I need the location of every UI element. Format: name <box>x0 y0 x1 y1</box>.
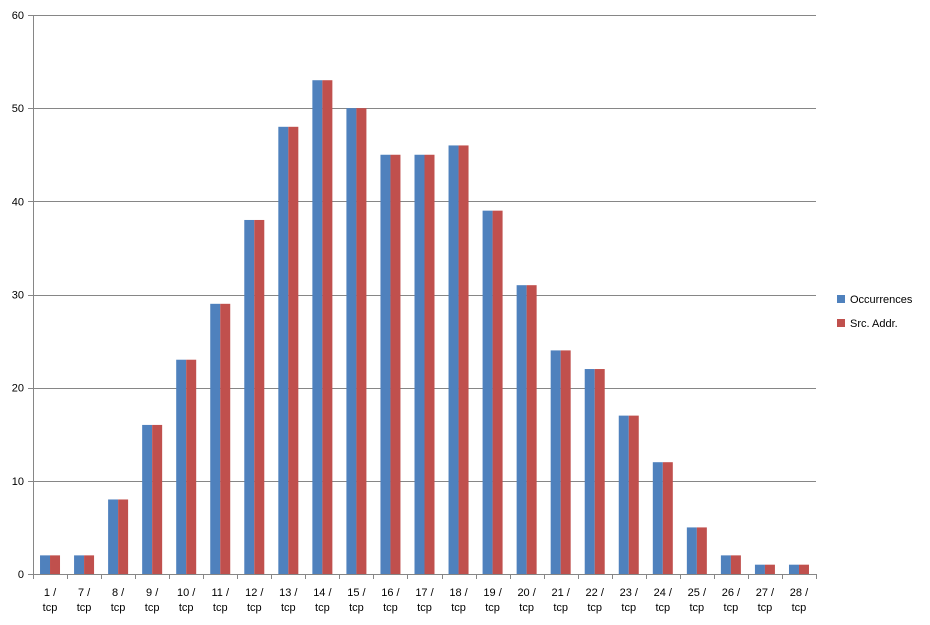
bar-occurrences <box>686 527 697 574</box>
x-tick-label: 20 /tcp <box>517 587 536 614</box>
bar-src-addr <box>526 285 537 574</box>
x-axis-ticks: 1 /tcp 7 /tcp 8 /tcp 9 /tcp 10 /tcp 11 /tcp 12… <box>33 574 817 614</box>
x-tick-label: 14 /tcp <box>313 587 332 614</box>
axes <box>33 15 816 575</box>
y-tick-label: 40 <box>12 196 24 208</box>
y-tick-label: 60 <box>12 10 24 22</box>
bar-occurrences <box>312 80 323 574</box>
legend-label: Occurrences <box>850 294 913 306</box>
legend: Occurrences Src. Addr. <box>837 294 913 330</box>
y-tick-label: 0 <box>18 569 24 581</box>
bar-occurrences <box>414 154 425 574</box>
x-tick-label: 15 /tcp <box>347 587 366 614</box>
legend-swatch <box>837 295 845 303</box>
x-tick-label: 18 /tcp <box>449 587 468 614</box>
x-tick-label: 10 /tcp <box>177 587 196 614</box>
bar-occurrences <box>448 145 459 574</box>
x-tick-label: 16 /tcp <box>381 587 400 614</box>
bar-src-addr <box>594 369 605 574</box>
x-tick-label: 1 /tcp <box>43 587 58 614</box>
y-tick-label: 20 <box>12 383 24 395</box>
bar-occurrences <box>788 564 799 574</box>
x-tick-label: 8 /tcp <box>111 587 126 614</box>
bar-occurrences <box>516 285 527 574</box>
x-tick-label: 7 /tcp <box>77 587 92 614</box>
bar-occurrences <box>108 499 119 574</box>
y-axis-ticks: 0 10 20 30 40 50 60 <box>12 10 33 581</box>
bar-occurrences <box>550 350 561 574</box>
bar-occurrences <box>278 126 289 575</box>
bar-occurrences <box>346 108 357 575</box>
bar-occurrences <box>482 210 493 574</box>
bar-src-addr <box>220 303 231 574</box>
bar-occurrences <box>754 564 765 574</box>
bar-src-addr <box>254 219 265 574</box>
bar-occurrences <box>244 219 255 574</box>
bar-src-addr <box>492 210 503 574</box>
bar-src-addr <box>118 499 129 574</box>
bars <box>40 80 809 575</box>
bar-src-addr <box>798 564 809 574</box>
bar-occurrences <box>176 359 187 574</box>
x-tick-label: 25 /tcp <box>688 587 707 614</box>
bar-src-addr <box>390 154 401 574</box>
bar-src-addr <box>424 154 435 574</box>
x-tick-label: 22 /tcp <box>586 587 605 614</box>
x-tick-label: 21 /tcp <box>551 587 570 614</box>
x-tick-label: 13 /tcp <box>279 587 298 614</box>
bar-src-addr <box>458 145 469 574</box>
bar-occurrences <box>74 555 85 574</box>
bar-src-addr <box>84 555 95 574</box>
bar-src-addr <box>152 424 163 574</box>
x-tick-label: 9 /tcp <box>145 587 160 614</box>
bar-occurrences <box>380 154 391 574</box>
bar-src-addr <box>560 350 571 574</box>
x-tick-label: 24 /tcp <box>654 587 673 614</box>
y-tick-label: 10 <box>12 476 24 488</box>
x-tick-label: 19 /tcp <box>483 587 502 614</box>
bar-occurrences <box>720 555 731 574</box>
bar-src-addr <box>322 80 333 574</box>
x-tick-label: 17 /tcp <box>415 587 434 614</box>
bar-src-addr <box>50 555 61 574</box>
x-tick-label: 11 /tcp <box>211 587 229 614</box>
bar-src-addr <box>288 126 299 575</box>
legend-label: Src. Addr. <box>850 318 898 330</box>
bar-src-addr <box>662 462 673 574</box>
x-tick-label: 28 /tcp <box>790 587 809 614</box>
bar-occurrences <box>142 424 153 574</box>
bar-occurrences <box>40 555 51 574</box>
bar-occurrences <box>618 415 629 574</box>
legend-swatch <box>837 319 845 327</box>
y-tick-label: 30 <box>12 290 24 302</box>
x-tick-label: 26 /tcp <box>722 587 741 614</box>
x-tick-label: 23 /tcp <box>620 587 639 614</box>
y-tick-label: 50 <box>12 103 24 115</box>
x-tick-label: 27 /tcp <box>756 587 775 614</box>
bar-src-addr <box>764 564 775 574</box>
bar-occurrences <box>584 369 595 574</box>
x-tick-label: 12 /tcp <box>245 587 264 614</box>
bar-src-addr <box>730 555 741 574</box>
bar-occurrences <box>652 462 663 574</box>
bar-src-addr <box>186 359 197 574</box>
bar-src-addr <box>628 415 639 574</box>
bar-occurrences <box>210 303 221 574</box>
bar-src-addr <box>356 108 367 575</box>
bar-src-addr <box>696 527 707 574</box>
